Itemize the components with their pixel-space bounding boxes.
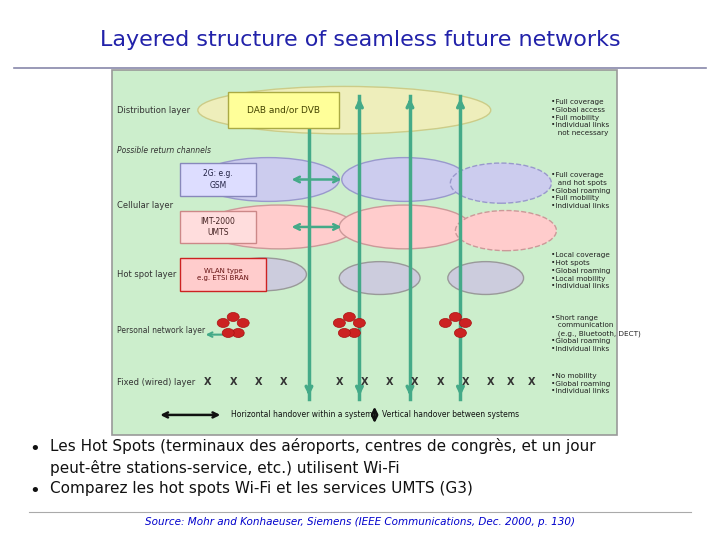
Text: X: X — [436, 377, 444, 387]
Text: •Full coverage
   and hot spots
•Global roaming
•Full mobility
•Individual links: •Full coverage and hot spots •Global roa… — [552, 172, 611, 209]
Ellipse shape — [339, 261, 420, 294]
Text: X: X — [386, 377, 394, 387]
Text: Fixed (wired) layer: Fixed (wired) layer — [117, 377, 195, 387]
Ellipse shape — [450, 163, 552, 203]
Text: •Local coverage
•Hot spots
•Global roaming
•Local mobility
•Individual links: •Local coverage •Hot spots •Global roami… — [552, 253, 611, 289]
Text: •Full coverage
•Global access
•Full mobility
•Individual links
   not necessary: •Full coverage •Global access •Full mobi… — [552, 99, 610, 136]
Text: X: X — [361, 377, 368, 387]
Ellipse shape — [348, 328, 360, 338]
Text: Vertical handover between systems: Vertical handover between systems — [382, 410, 519, 420]
Text: X: X — [280, 377, 287, 387]
Text: X: X — [255, 377, 262, 387]
Text: X: X — [230, 377, 237, 387]
Ellipse shape — [228, 313, 239, 321]
Text: X: X — [487, 377, 495, 387]
Text: IMT-2000
UMTS: IMT-2000 UMTS — [201, 217, 235, 237]
Text: Les Hot Spots (terminaux des aéroports, centres de congrès, et un jour
peut-être: Les Hot Spots (terminaux des aéroports, … — [50, 438, 596, 476]
Polygon shape — [112, 70, 617, 435]
Text: Cellular layer: Cellular layer — [117, 200, 174, 210]
Ellipse shape — [354, 319, 365, 327]
Ellipse shape — [198, 86, 491, 134]
Text: DAB and/or DVB: DAB and/or DVB — [247, 106, 320, 114]
Ellipse shape — [343, 313, 356, 321]
Ellipse shape — [449, 313, 462, 321]
Text: Personal network layer: Personal network layer — [117, 327, 205, 335]
Text: Hot spot layer: Hot spot layer — [117, 270, 176, 279]
Text: Layered structure of seamless future networks: Layered structure of seamless future net… — [99, 30, 621, 50]
FancyBboxPatch shape — [180, 258, 266, 291]
Text: Source: Mohr and Konhaeuser, Siemens (IEEE Communications, Dec. 2000, p. 130): Source: Mohr and Konhaeuser, Siemens (IE… — [145, 517, 575, 528]
Ellipse shape — [439, 319, 451, 327]
Ellipse shape — [456, 211, 557, 251]
Ellipse shape — [232, 328, 244, 338]
Text: X: X — [336, 377, 343, 387]
Text: Horizontal handover within a system: Horizontal handover within a system — [230, 410, 372, 420]
Text: X: X — [411, 377, 419, 387]
Ellipse shape — [342, 158, 468, 201]
Text: 2G: e.g.
GSM: 2G: e.g. GSM — [203, 170, 233, 190]
Ellipse shape — [339, 205, 471, 249]
Text: Possible return channels: Possible return channels — [117, 146, 211, 155]
Text: •No mobility
•Global roaming
•Individual links: •No mobility •Global roaming •Individual… — [552, 373, 611, 394]
Ellipse shape — [203, 205, 354, 249]
Text: X: X — [507, 377, 515, 387]
Text: Distribution layer: Distribution layer — [117, 106, 190, 114]
Ellipse shape — [198, 158, 339, 201]
Text: WLAN type
e.g. ETSI BRAN: WLAN type e.g. ETSI BRAN — [197, 268, 249, 281]
Ellipse shape — [220, 258, 307, 291]
Ellipse shape — [333, 319, 346, 327]
Ellipse shape — [222, 328, 234, 338]
Text: •: • — [29, 482, 40, 500]
FancyBboxPatch shape — [228, 92, 339, 129]
FancyBboxPatch shape — [180, 163, 256, 196]
Text: Comparez les hot spots Wi-Fi et les services UMTS (G3): Comparez les hot spots Wi-Fi et les serv… — [50, 481, 473, 496]
Text: •Short range
   communication
   (e.g., Bluetooth, DECT)
•Global roaming
•Indivi: •Short range communication (e.g., Blueto… — [552, 314, 641, 352]
Ellipse shape — [338, 328, 351, 338]
FancyBboxPatch shape — [180, 211, 256, 244]
Ellipse shape — [459, 319, 472, 327]
Ellipse shape — [217, 319, 229, 327]
Text: X: X — [204, 377, 212, 387]
Text: X: X — [527, 377, 535, 387]
Ellipse shape — [237, 319, 249, 327]
Text: X: X — [462, 377, 469, 387]
Text: •: • — [29, 440, 40, 458]
Ellipse shape — [454, 328, 467, 338]
Ellipse shape — [448, 261, 523, 294]
